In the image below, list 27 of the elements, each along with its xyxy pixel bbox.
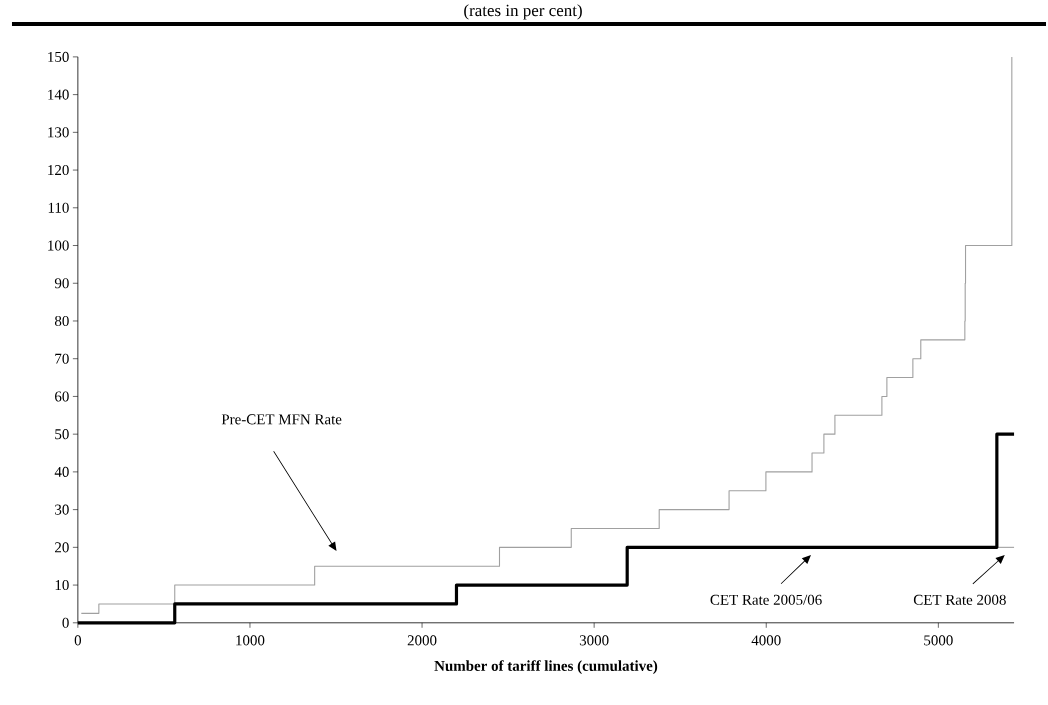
y-tick-label: 70 xyxy=(55,353,69,364)
annotation: CET Rate 2005/06 xyxy=(710,594,822,606)
y-tick-label: 90 xyxy=(54,278,69,289)
y-tick-label: 150 xyxy=(48,52,69,63)
y-tick-label: 140 xyxy=(48,89,69,100)
y-tick-label: 80 xyxy=(54,316,69,327)
y-tick-label: 40 xyxy=(54,467,69,478)
x-tick-label: 3000 xyxy=(579,635,609,646)
y-tick-label: 0 xyxy=(62,617,69,629)
x-tick-label: 5000 xyxy=(924,635,953,646)
x-tick-label: 1000 xyxy=(236,635,265,646)
annotation: CET Rate 2008 xyxy=(913,594,1006,606)
y-tick-label: 10 xyxy=(55,580,69,591)
y-tick-label: 30 xyxy=(55,504,69,515)
x-tick-label: 4000 xyxy=(751,635,781,646)
y-tick-label: 20 xyxy=(55,542,69,553)
y-tick-label: 100 xyxy=(48,240,69,251)
y-tick-label: 110 xyxy=(48,202,69,214)
x-tick-label: 2000 xyxy=(407,635,437,646)
x-axis-title: Number of tariff lines (cumulative) xyxy=(434,660,658,675)
chart-subtitle: (rates in per cent) xyxy=(464,4,582,20)
y-tick-label: 60 xyxy=(55,391,69,402)
annotation: Pre-CET MFN Rate xyxy=(221,414,342,425)
x-tick-label: 0 xyxy=(74,635,82,646)
y-tick-label: 50 xyxy=(55,429,69,440)
y-tick-label: 130 xyxy=(48,127,69,138)
y-tick-label: 120 xyxy=(48,165,69,176)
